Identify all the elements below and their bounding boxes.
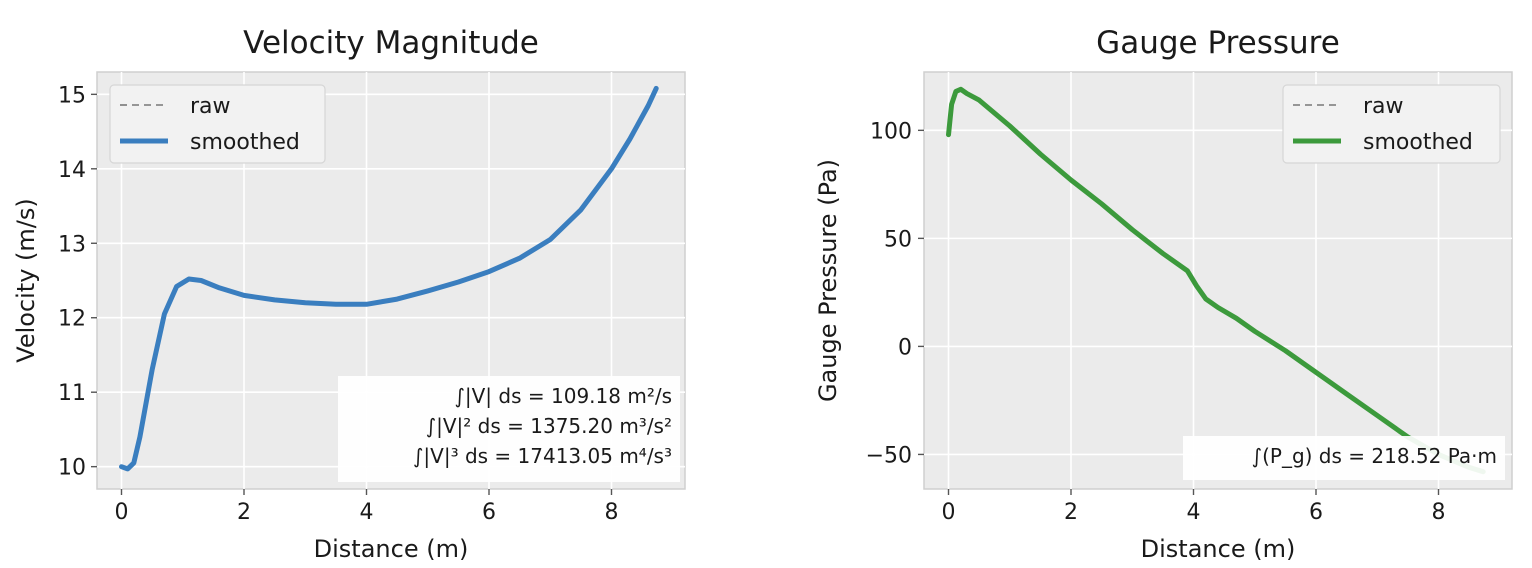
y-tick-label: 0 bbox=[898, 335, 912, 360]
y-tick-label: 100 bbox=[870, 119, 912, 144]
legend: raw smoothed bbox=[109, 84, 326, 164]
x-tick-label: 0 bbox=[942, 500, 956, 525]
y-tick-label: −50 bbox=[866, 443, 912, 468]
y-tick-label: 50 bbox=[884, 227, 912, 252]
annotation-box bbox=[1183, 436, 1505, 480]
x-axis-label: Distance (m) bbox=[314, 535, 469, 563]
y-axis-label: Gauge Pressure (Pa) bbox=[814, 159, 842, 402]
y-axis-label: Velocity (m/s) bbox=[12, 198, 40, 362]
annotation: ∫(P_g) ds = 218.52 Pa·m bbox=[1183, 436, 1505, 480]
x-tick-label: 6 bbox=[482, 500, 496, 525]
legend-label-raw: raw bbox=[190, 94, 231, 119]
annotation-line: ∫|V|² ds = 1375.20 m³/s² bbox=[426, 414, 672, 438]
x-axis-label: Distance (m) bbox=[1141, 535, 1296, 563]
y-tick-label: 14 bbox=[58, 158, 86, 183]
x-tick-label: 2 bbox=[237, 500, 251, 525]
annotation-box bbox=[338, 376, 680, 482]
annotation-line: ∫(P_g) ds = 218.52 Pa·m bbox=[1252, 444, 1497, 468]
x-tick-label: 6 bbox=[1309, 500, 1323, 525]
annotation: ∫|V| ds = 109.18 m²/s ∫|V|² ds = 1375.20 … bbox=[338, 376, 680, 482]
x-tick-label: 8 bbox=[1432, 500, 1446, 525]
legend-label-smoothed: smoothed bbox=[1363, 130, 1473, 155]
y-tick-label: 10 bbox=[58, 456, 86, 481]
chart-0: 0 2 4 6 8 10 11 12 13 14 15 Velocity Magnitude Dista… bbox=[12, 25, 686, 563]
y-tick-label: 12 bbox=[58, 307, 86, 332]
x-tick-label: 2 bbox=[1064, 500, 1078, 525]
legend-label-smoothed: smoothed bbox=[190, 130, 300, 155]
chart-1: 0 2 4 6 8 100 50 0 −50 Gauge Pressure Distance (m)… bbox=[814, 25, 1513, 563]
annotation-line: ∫|V| ds = 109.18 m²/s bbox=[454, 384, 672, 408]
series-line-smoothed bbox=[119, 85, 659, 472]
chart-title: Gauge Pressure bbox=[1096, 25, 1340, 61]
x-tick-label: 4 bbox=[360, 500, 374, 525]
annotation-line: ∫|V|³ ds = 17413.05 m⁴/s³ bbox=[413, 444, 672, 468]
y-tick-label: 13 bbox=[58, 232, 86, 257]
y-tick-label: 11 bbox=[58, 381, 86, 406]
legend: raw smoothed bbox=[1282, 84, 1501, 164]
series-line-smoothed bbox=[946, 86, 1486, 475]
x-tick-label: 0 bbox=[115, 500, 129, 525]
x-tick-label: 8 bbox=[605, 500, 619, 525]
y-tick-label: 15 bbox=[58, 83, 86, 108]
legend-label-raw: raw bbox=[1363, 94, 1404, 119]
x-tick-label: 4 bbox=[1187, 500, 1201, 525]
chart-title: Velocity Magnitude bbox=[243, 25, 539, 61]
